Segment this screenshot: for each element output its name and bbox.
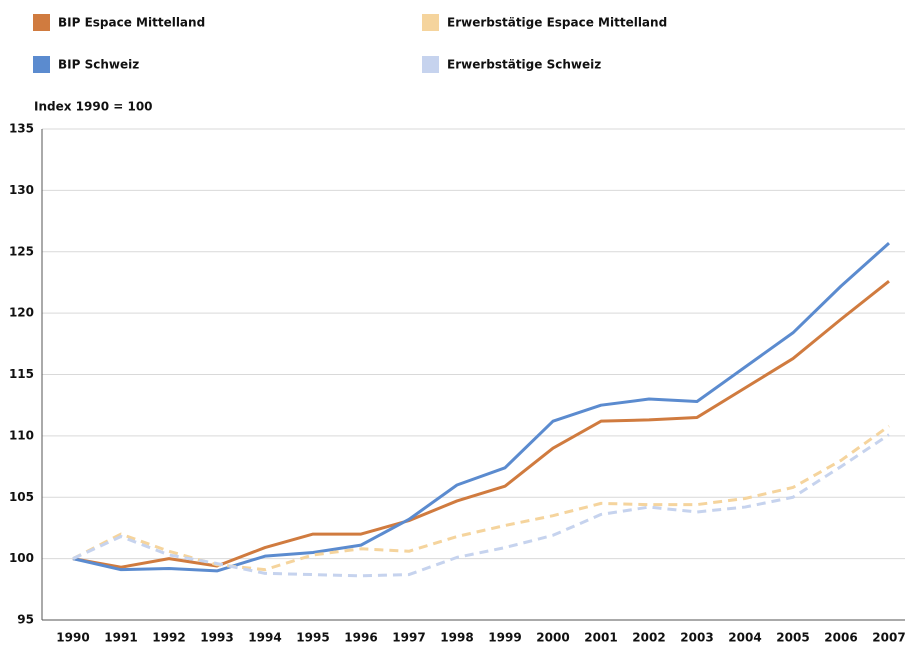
x-tick-label: 1990	[56, 631, 89, 645]
x-tick-label: 2002	[632, 631, 665, 645]
y-tick-label: 95	[17, 613, 34, 627]
x-tick-label: 1999	[488, 631, 521, 645]
series-line	[72, 242, 891, 573]
x-tick-label: 1997	[392, 631, 425, 645]
y-tick-label: 100	[9, 551, 34, 565]
y-tick-label: 115	[9, 367, 34, 381]
x-tick-label: 1991	[104, 631, 137, 645]
legend-label: BIP Espace Mittelland	[58, 16, 205, 30]
legend-swatch	[33, 56, 50, 73]
x-tick-label: 1995	[296, 631, 329, 645]
series-line	[72, 280, 890, 569]
legend-label: Erwerbstätige Schweiz	[447, 58, 601, 72]
legend-swatch	[422, 14, 439, 31]
x-tick-label: 1994	[248, 631, 281, 645]
series-line	[72, 424, 890, 572]
x-tick-label: 1992	[152, 631, 185, 645]
legend-label: BIP Schweiz	[58, 58, 139, 72]
x-tick-label: 2006	[824, 631, 857, 645]
x-tick-label: 1998	[440, 631, 473, 645]
x-tick-label: 2007	[872, 631, 905, 645]
y-tick-label: 125	[9, 244, 34, 258]
x-tick-label: 1996	[344, 631, 377, 645]
x-tick-label: 2000	[536, 631, 569, 645]
y-axis-label: Index 1990 = 100	[34, 100, 153, 114]
y-tick-label: 105	[9, 490, 34, 504]
y-tick-label: 130	[9, 183, 34, 197]
x-tick-label: 2003	[680, 631, 713, 645]
legend-swatch	[33, 14, 50, 31]
x-tick-label: 2004	[728, 631, 761, 645]
x-tick-label: 1993	[200, 631, 233, 645]
y-tick-label: 120	[9, 306, 34, 320]
series-line	[72, 433, 890, 578]
x-tick-label: 2005	[776, 631, 809, 645]
y-tick-label: 135	[9, 122, 34, 136]
x-tick-label: 2001	[584, 631, 617, 645]
legend-swatch	[422, 56, 439, 73]
legend-label: Erwerbstätige Espace Mittelland	[447, 16, 667, 30]
y-tick-label: 110	[9, 428, 34, 442]
